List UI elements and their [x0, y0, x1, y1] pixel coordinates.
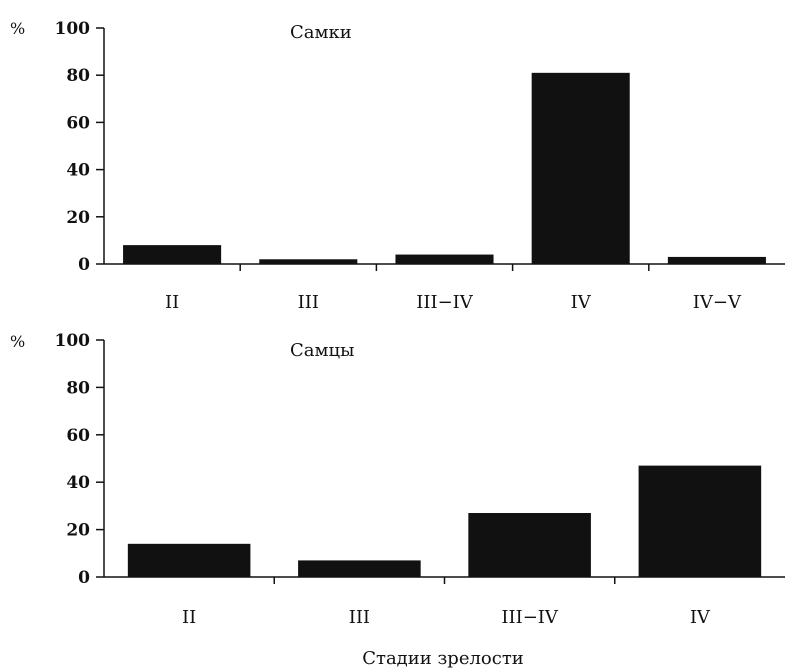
chart-title: Самцы: [290, 340, 354, 361]
chart-title: Самки: [290, 22, 352, 43]
category-label: IV: [571, 292, 592, 313]
y-tick-label: 0: [78, 255, 90, 275]
category-label: II: [182, 607, 196, 628]
y-tick-label: 100: [55, 19, 91, 39]
bar: [127, 543, 251, 577]
x-ticks: [273, 577, 616, 584]
bar: [667, 256, 766, 264]
bar: [395, 254, 494, 264]
category-label: IV: [690, 607, 711, 628]
category-label: III−IV: [416, 292, 474, 313]
y-ticks: 0 20 40 60 80 100: [55, 19, 104, 275]
y-tick-label: 40: [66, 161, 90, 181]
y-tick-label: 80: [66, 378, 90, 398]
bar: [468, 513, 591, 577]
bar: [531, 72, 630, 264]
y-tick-label: 0: [78, 568, 90, 588]
category-label: II: [165, 292, 179, 313]
y-tick-label: 20: [66, 521, 90, 541]
y-ticks: 0 20 40 60 80 100: [55, 331, 104, 588]
category-label: III: [349, 607, 370, 628]
y-unit-label: %: [10, 332, 25, 351]
category-label: III−IV: [501, 607, 559, 628]
x-ticks: [239, 264, 650, 271]
bar: [123, 245, 222, 264]
y-tick-label: 20: [66, 208, 90, 228]
category-labels: II III III−IV IV: [182, 607, 711, 628]
y-tick-label: 80: [66, 66, 90, 86]
bar: [638, 465, 762, 577]
y-tick-label: 60: [66, 426, 90, 446]
category-labels: II III III−IV IV IV−V: [165, 292, 742, 313]
bar: [298, 560, 421, 577]
y-tick-label: 60: [66, 113, 90, 133]
bars: [127, 465, 762, 577]
y-unit-label: %: [10, 19, 25, 38]
y-tick-label: 100: [55, 331, 91, 351]
x-axis-label: Стадии зрелости: [362, 648, 524, 669]
bar: [259, 259, 358, 264]
y-tick-label: 40: [66, 473, 90, 493]
category-label: III: [298, 292, 319, 313]
bars: [123, 72, 766, 264]
category-label: IV−V: [693, 292, 742, 313]
